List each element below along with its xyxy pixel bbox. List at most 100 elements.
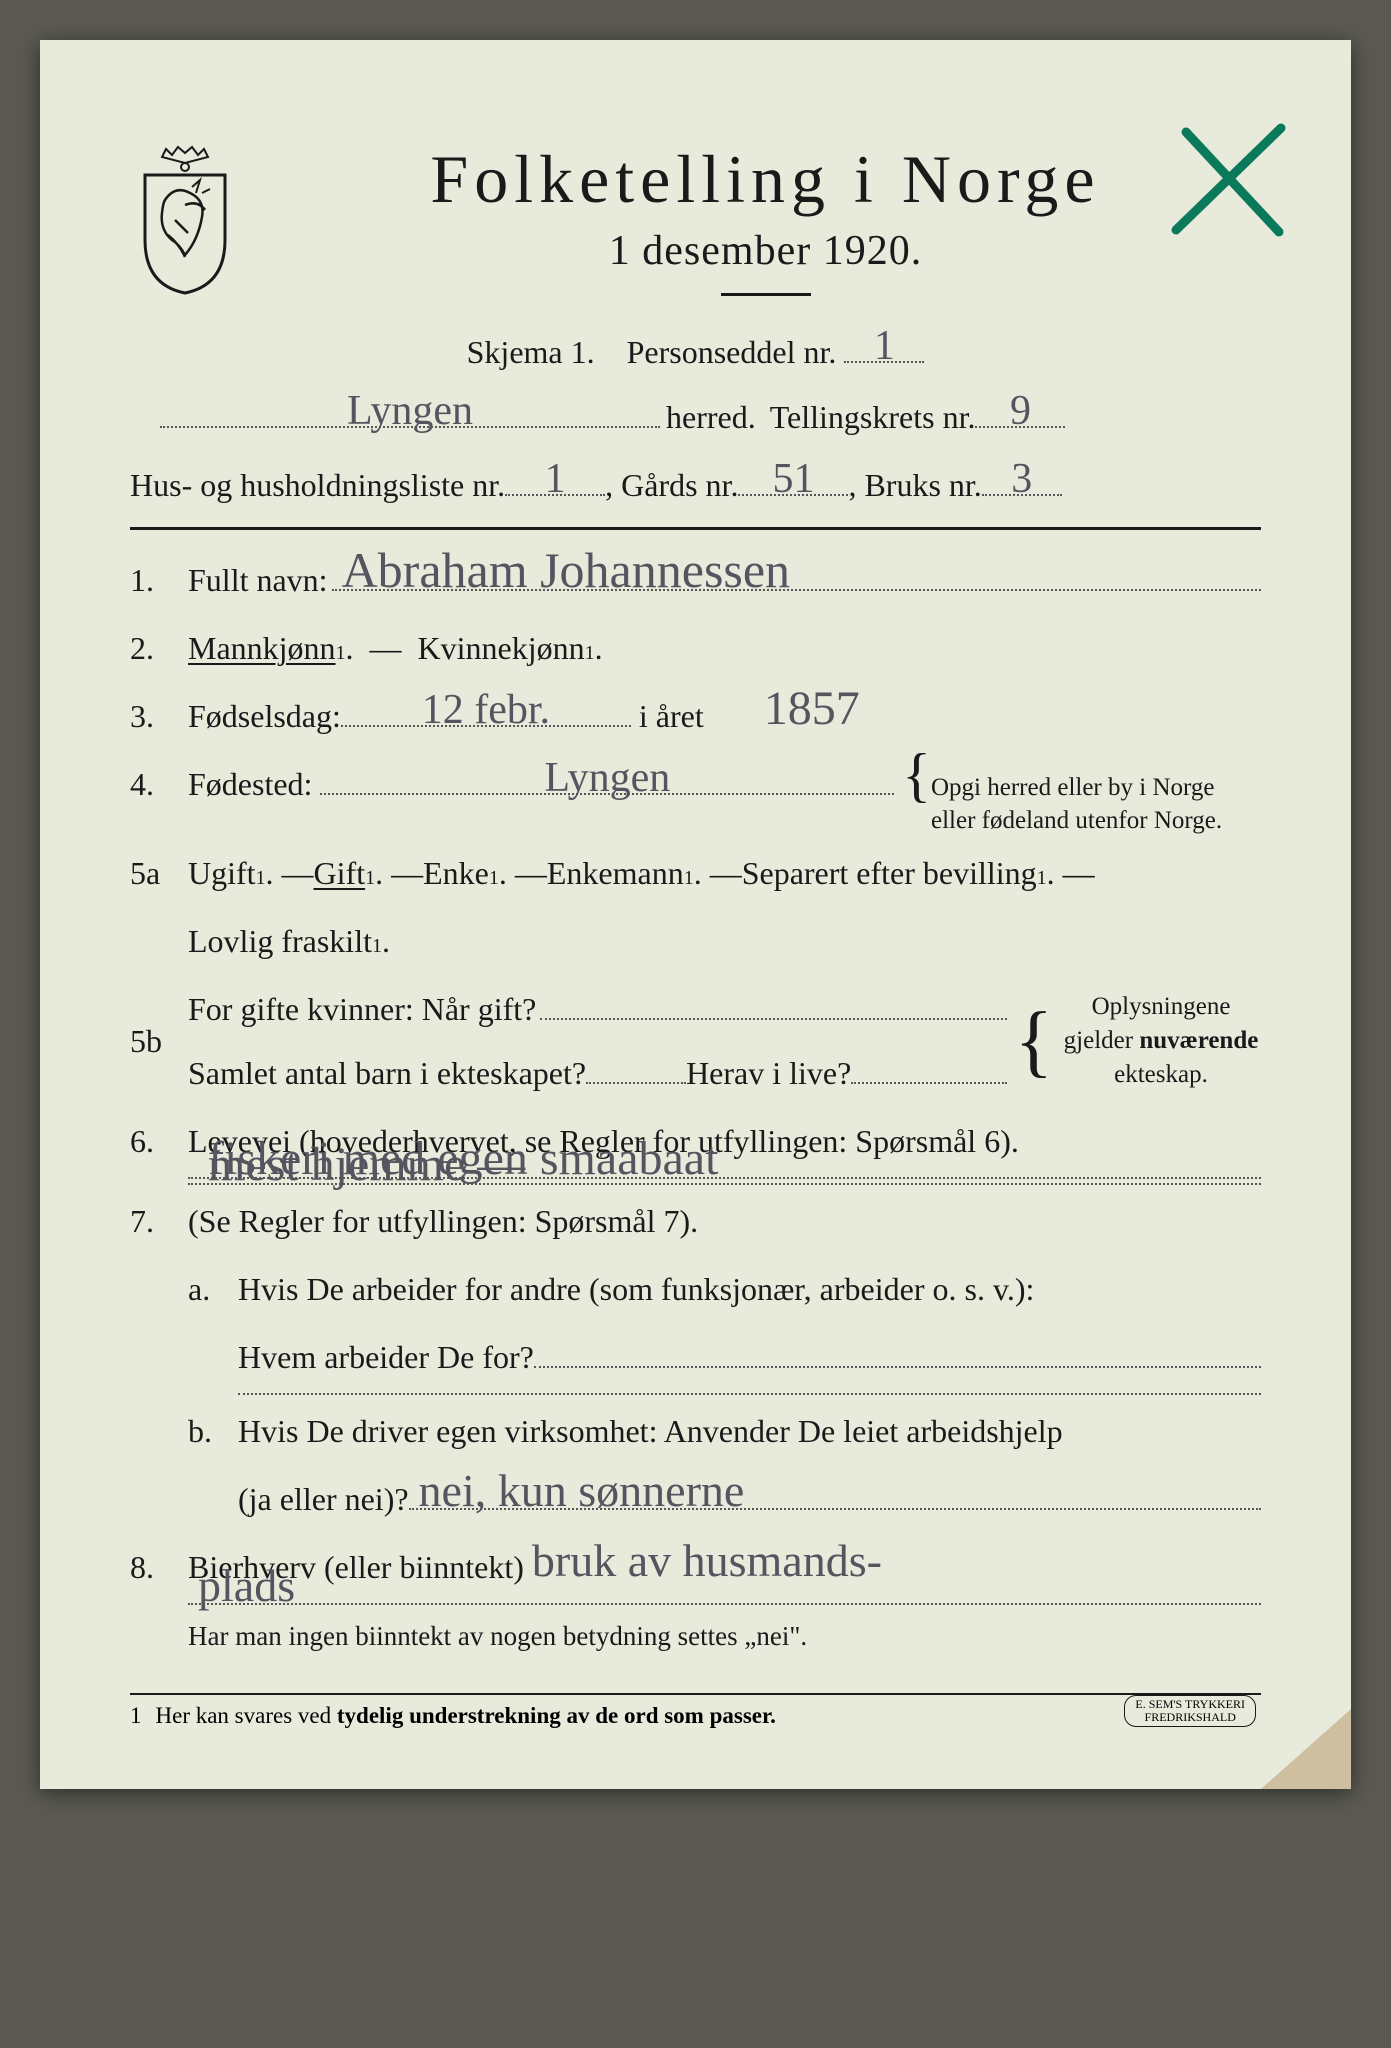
printer-l1: E. SEM'S TRYKKERI <box>1135 1697 1245 1711</box>
q6-v2: mest hjemme — <box>188 1141 1261 1189</box>
q3-day-value: 12 febr. <box>341 689 631 731</box>
q3-day-field: 12 febr. <box>341 725 631 727</box>
fn-a: Her kan svares ved <box>156 1703 337 1728</box>
q6-num: 6. <box>130 1109 188 1173</box>
q5a-enke: Enke <box>423 841 489 905</box>
fn-b: tydelig understrekning av de ord som pas… <box>337 1703 776 1728</box>
q1-num: 1. <box>130 548 188 612</box>
footnote: 1 Her kan svares ved tydelig understrekn… <box>130 1693 1261 1729</box>
gards-label: , Gårds nr. <box>605 453 738 517</box>
q5b-brace-icon: { <box>1015 1021 1053 1061</box>
husliste-nr: 1 <box>505 458 605 500</box>
q5b-live-field <box>851 1082 1006 1084</box>
q5b-n2: gjelder nuværende <box>1064 1027 1259 1054</box>
q2-num: 2. <box>130 616 188 680</box>
tellingskrets-field: 9 <box>975 426 1065 428</box>
corner-fold-icon <box>1261 1709 1351 1789</box>
q4-field: Lyngen <box>320 793 894 795</box>
herred-field: Lyngen <box>160 426 660 428</box>
q1-field: Abraham Johannessen <box>332 589 1261 591</box>
q5a-enkemann: Enkemann <box>547 841 684 905</box>
q7a-row3 <box>130 1393 1261 1395</box>
personseddel-nr: 1 <box>844 325 924 367</box>
census-form-page: Folketelling i Norge 1 desember 1920. Sk… <box>40 40 1351 1789</box>
q2-sup1: 1 <box>336 633 346 673</box>
q2-row: 2. Mannkjønn1. — Kvinnekjønn1. <box>130 616 1261 680</box>
header-row: Folketelling i Norge 1 desember 1920. <box>130 140 1261 324</box>
q7a-field <box>534 1366 1261 1368</box>
questions-block: 1. Fullt navn: Abraham Johannessen 2. Ma… <box>130 548 1261 1663</box>
q5a-row2: Lovlig fraskilt1. <box>130 909 1261 973</box>
q5b-line1: For gifte kvinner: Når gift? <box>188 977 536 1041</box>
footnote-text: Her kan svares ved tydelig understreknin… <box>156 1703 776 1729</box>
title-divider <box>721 293 811 296</box>
printer-l2: FREDRIKSHALD <box>1145 1710 1236 1724</box>
q1-value: Abraham Johannessen <box>332 545 1261 595</box>
q7b-row2: (ja eller nei)? nei, kun sønnerne <box>130 1467 1261 1531</box>
q5b-num: 5b <box>130 1009 188 1073</box>
q8-field2: plads <box>188 1603 1261 1605</box>
q4-label: Fødested: <box>188 752 312 816</box>
gards-field: 51 <box>738 494 848 496</box>
q4-note-l2: eller fødeland utenfor Norge. <box>931 807 1222 834</box>
q5a-s3: 1 <box>489 858 499 898</box>
gards-nr: 51 <box>738 458 848 500</box>
q3-year-label: i året <box>639 684 704 748</box>
printer-mark: E. SEM'S TRYKKERI FREDRIKSHALD <box>1124 1695 1256 1727</box>
q4-note-l1: Opgi herred eller by i Norge <box>931 774 1214 801</box>
q5a-ugift: Ugift <box>188 841 256 905</box>
q3-num: 3. <box>130 684 188 748</box>
q7b-value: nei, kun sønnerne <box>409 1468 1261 1514</box>
q2-mann: Mannkjønn <box>188 616 336 680</box>
q5b-line2b: Herav i live? <box>686 1041 851 1105</box>
q1-label: Fullt navn: <box>188 548 328 612</box>
husliste-field: 1 <box>505 494 605 496</box>
q4-note: Opgi herred eller by i Norge eller fødel… <box>931 772 1261 837</box>
q8-v2: plads <box>188 1563 1261 1609</box>
title-block: Folketelling i Norge 1 desember 1920. <box>270 140 1261 324</box>
q5b-barn-field <box>586 1082 686 1084</box>
q5a-s5: 1 <box>1037 858 1047 898</box>
q7a-row2: Hvem arbeider De for? <box>130 1325 1261 1389</box>
q7b-l2: (ja eller nei)? <box>238 1467 409 1531</box>
q5b-gift-field <box>540 1018 1006 1020</box>
q2-kvinne: Kvinnekjønn <box>418 616 585 680</box>
q8-foot: Har man ingen biinntekt av nogen betydni… <box>188 1609 807 1663</box>
herred-label: herred. <box>666 385 756 449</box>
q7a-l2: Hvem arbeider De for? <box>238 1325 534 1389</box>
q4-num: 4. <box>130 752 188 816</box>
q7-row: 7. (Se Regler for utfyllingen: Spørsmål … <box>130 1189 1261 1253</box>
q5b-row: 5b For gifte kvinner: Når gift? Samlet a… <box>130 977 1261 1105</box>
schema-line: Skjema 1. Personseddel nr. 1 <box>130 334 1261 371</box>
q7a-row1: a. Hvis De arbeider for andre (som funks… <box>130 1257 1261 1321</box>
q5a-num: 5a <box>130 841 188 905</box>
q4-value: Lyngen <box>320 757 894 799</box>
q5b-n3: ekteskap. <box>1114 1061 1208 1088</box>
tellingskrets-label: Tellingskrets nr. <box>770 385 976 449</box>
q6-field2: mest hjemme — <box>188 1183 1261 1185</box>
q7a-num: a. <box>188 1257 238 1321</box>
bruks-nr: 3 <box>982 458 1062 500</box>
personseddel-label: Personseddel nr. <box>627 334 837 370</box>
footnote-marker: 1 <box>130 1703 142 1729</box>
personseddel-nr-field: 1 <box>844 361 924 363</box>
main-title: Folketelling i Norge <box>270 140 1261 219</box>
q7b-row1: b. Hvis De driver egen virksomhet: Anven… <box>130 1399 1261 1463</box>
bruks-field: 3 <box>982 494 1062 496</box>
bruks-label: , Bruks nr. <box>848 453 981 517</box>
tellingskrets-nr: 9 <box>975 390 1065 432</box>
q6-value-row2: mest hjemme — <box>130 1183 1261 1185</box>
q5b-line2a: Samlet antal barn i ekteskapet? <box>188 1041 586 1105</box>
q3-label: Fødselsdag: <box>188 684 341 748</box>
q7b-field: nei, kun sønnerne <box>409 1508 1261 1510</box>
q8-row2: plads <box>130 1603 1261 1605</box>
section-divider-1 <box>130 527 1261 530</box>
q7-label: (Se Regler for utfyllingen: Spørsmål 7). <box>188 1189 698 1253</box>
q7b-l1: Hvis De driver egen virksomhet: Anvender… <box>238 1399 1063 1463</box>
q8-foot-row: Har man ingen biinntekt av nogen betydni… <box>130 1609 1261 1663</box>
q3-row: 3. Fødselsdag: 12 febr. i året 1857 <box>130 684 1261 748</box>
q5a-fraskilt: Lovlig fraskilt <box>188 909 372 973</box>
q5a-s1: 1 <box>256 858 266 898</box>
q7a-field2 <box>238 1393 1261 1395</box>
schema-label: Skjema 1. <box>467 334 595 370</box>
